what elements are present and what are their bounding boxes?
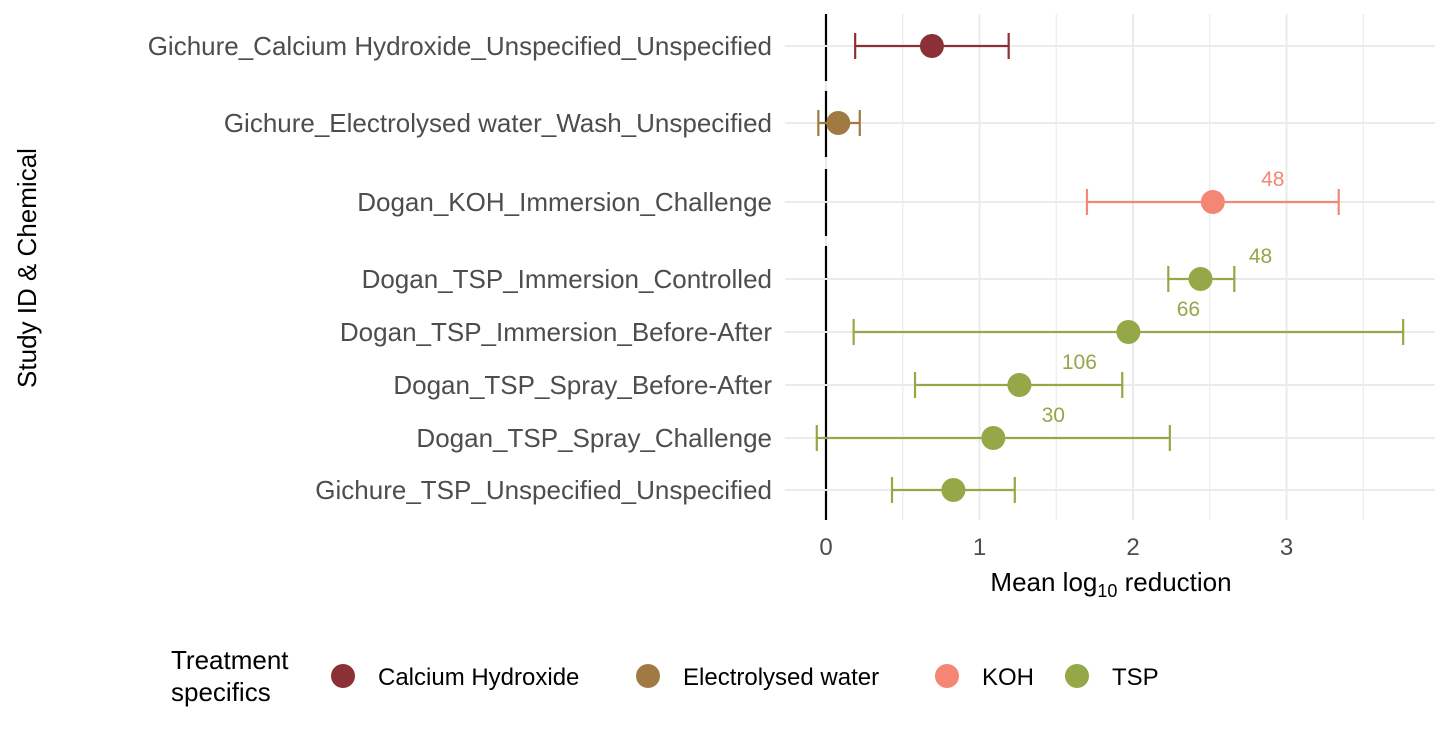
row-label: Dogan_KOH_Immersion_Challenge xyxy=(357,187,772,217)
sample-size-label: 48 xyxy=(1261,168,1284,191)
legend-item: Calcium Hydroxide xyxy=(331,664,579,691)
sample-size-label: 106 xyxy=(1062,351,1097,374)
data-row: Dogan_TSP_Immersion_Before-After 66 xyxy=(340,298,1435,347)
sample-size-label: 48 xyxy=(1249,245,1272,268)
data-row: Dogan_KOH_Immersion_Challenge 48 xyxy=(357,168,1435,217)
mean-point xyxy=(981,426,1006,450)
legend-label: KOH xyxy=(982,664,1034,691)
legend-swatch xyxy=(331,664,355,688)
mean-point xyxy=(1188,267,1213,291)
row-label: Gichure_Calcium Hydroxide_Unspecified_Un… xyxy=(148,31,772,61)
data-row: Dogan_TSP_Immersion_Controlled 48 xyxy=(362,245,1435,294)
legend-item: Electrolysed water xyxy=(636,664,879,691)
legend-title-line-2: specifics xyxy=(171,677,271,707)
mean-point xyxy=(941,478,966,502)
x-tick-label: 2 xyxy=(1126,534,1139,561)
y-axis-title: Study ID & Chemical xyxy=(12,148,42,388)
mean-point xyxy=(1116,320,1141,344)
sample-size-label: 66 xyxy=(1177,298,1200,321)
x-axis-title-rest: reduction xyxy=(1117,567,1231,597)
row-label: Dogan_TSP_Immersion_Controlled xyxy=(362,264,772,294)
row-label: Dogan_TSP_Spray_Challenge xyxy=(416,423,772,453)
mean-point xyxy=(1007,373,1032,397)
data-row: Gichure_TSP_Unspecified_Unspecified xyxy=(315,475,1435,505)
data-row: Dogan_TSP_Spray_Challenge 30 xyxy=(416,404,1435,453)
legend-title: Treatment specifics xyxy=(171,645,296,707)
x-tick-label: 1 xyxy=(973,534,986,561)
data-row: Gichure_Calcium Hydroxide_Unspecified_Un… xyxy=(148,31,1435,61)
row-label: Dogan_TSP_Spray_Before-After xyxy=(393,370,772,400)
x-axis-title: Mean log10 reduction xyxy=(990,567,1231,601)
legend-swatch xyxy=(935,664,959,688)
x-tick-label: 0 xyxy=(819,534,832,561)
row-label: Gichure_TSP_Unspecified_Unspecified xyxy=(315,475,772,505)
row-label: Dogan_TSP_Immersion_Before-After xyxy=(340,317,772,347)
legend-label: Electrolysed water xyxy=(683,664,879,691)
legend-label: Calcium Hydroxide xyxy=(378,664,579,691)
mean-point xyxy=(826,111,851,135)
legend-label: TSP xyxy=(1112,664,1159,691)
legend-title-line-1: Treatment xyxy=(171,645,289,675)
x-axis-ticks: 0 1 2 3 xyxy=(819,534,1293,561)
legend-swatch xyxy=(636,664,660,688)
mean-point xyxy=(1200,190,1225,214)
legend: Treatment specifics Calcium Hydroxide Ele… xyxy=(171,645,1159,707)
legend-item: KOH xyxy=(935,664,1034,691)
legend-items: Calcium Hydroxide Electrolysed water KOH TS… xyxy=(331,664,1159,691)
data-row: Gichure_Electrolysed water_Wash_Unspecif… xyxy=(224,108,1435,138)
legend-item: TSP xyxy=(1065,664,1159,691)
grid xyxy=(825,14,1364,520)
mean-point xyxy=(919,34,944,58)
data-row: Dogan_TSP_Spray_Before-After 106 xyxy=(393,351,1435,400)
data-rows: Gichure_Calcium Hydroxide_Unspecified_Un… xyxy=(148,31,1435,505)
x-axis-title-subscript: 10 xyxy=(1097,581,1117,601)
row-label: Gichure_Electrolysed water_Wash_Unspecif… xyxy=(224,108,772,138)
sample-size-label: 30 xyxy=(1042,404,1065,427)
legend-swatch xyxy=(1065,664,1089,688)
x-tick-label: 3 xyxy=(1280,534,1293,561)
x-axis-title-main: Mean log xyxy=(990,567,1097,597)
